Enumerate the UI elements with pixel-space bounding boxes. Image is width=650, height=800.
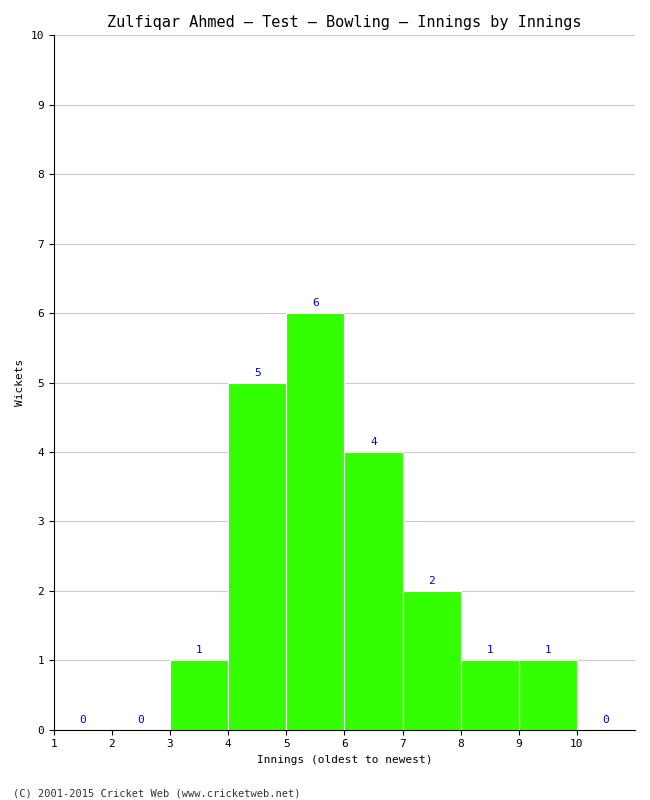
Bar bbox=[286, 313, 344, 730]
Y-axis label: Wickets: Wickets bbox=[15, 359, 25, 406]
Text: 1: 1 bbox=[545, 646, 551, 655]
Text: 0: 0 bbox=[79, 715, 86, 725]
Title: Zulfiqar Ahmed – Test – Bowling – Innings by Innings: Zulfiqar Ahmed – Test – Bowling – Inning… bbox=[107, 15, 582, 30]
Bar bbox=[402, 591, 461, 730]
Bar bbox=[519, 660, 577, 730]
Bar bbox=[344, 452, 402, 730]
Text: 0: 0 bbox=[603, 715, 609, 725]
Text: 2: 2 bbox=[428, 576, 435, 586]
Bar bbox=[228, 382, 286, 730]
Text: 1: 1 bbox=[486, 646, 493, 655]
Text: 4: 4 bbox=[370, 437, 377, 447]
Text: 0: 0 bbox=[138, 715, 144, 725]
Text: 5: 5 bbox=[254, 368, 261, 378]
X-axis label: Innings (oldest to newest): Innings (oldest to newest) bbox=[257, 755, 432, 765]
Text: 6: 6 bbox=[312, 298, 318, 308]
Bar bbox=[461, 660, 519, 730]
Text: (C) 2001-2015 Cricket Web (www.cricketweb.net): (C) 2001-2015 Cricket Web (www.cricketwe… bbox=[13, 788, 300, 798]
Text: 1: 1 bbox=[196, 646, 202, 655]
Bar bbox=[170, 660, 228, 730]
